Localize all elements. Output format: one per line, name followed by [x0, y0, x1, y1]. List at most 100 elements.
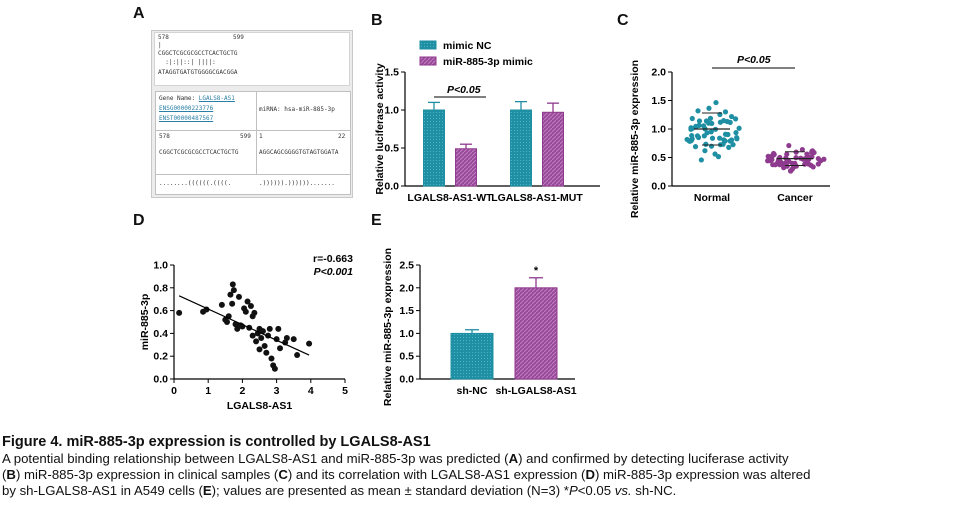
data-point [218, 301, 225, 308]
data-point [765, 158, 771, 164]
y-tick-label: 0.0 [153, 374, 168, 386]
data-point [792, 163, 798, 169]
y-tick-label: 1.0 [651, 124, 666, 136]
caption-text: A [508, 451, 519, 466]
stat-r: r=-0.663 [313, 253, 353, 265]
gene-name-link[interactable]: LGALS8-AS1 [198, 95, 235, 102]
left-seq-cell: 578 599 CGGCTCGCGCGCCTCACTGCTG [156, 130, 257, 175]
caption-text: sh-NC. [631, 483, 677, 498]
data-point [689, 115, 695, 122]
legend-label: mimic NC [443, 40, 492, 52]
data-point [715, 154, 722, 160]
x-axis-label: LGALS8-AS1 [227, 400, 293, 412]
data-point [713, 99, 719, 106]
y-axis-label: Relative miR-885-3p expression [629, 60, 641, 218]
y-tick-label: 0.0 [384, 181, 399, 193]
y-tick-label: 0.2 [153, 351, 168, 363]
ensg-link[interactable]: ENSG00000223776 [159, 105, 214, 112]
data-point [708, 143, 715, 149]
data-point [259, 328, 266, 335]
data-point [736, 125, 742, 131]
data-point [230, 287, 237, 294]
y-tick-label: 1.5 [651, 95, 666, 107]
data-point [306, 340, 313, 347]
data-point [808, 162, 814, 168]
caption-text: ) and confirmed by detecting luciferase … [518, 451, 789, 466]
x-tick-label: LGALS8-AS1-WT [407, 192, 493, 204]
y-tick-label: 2.5 [399, 260, 414, 272]
bar [510, 109, 532, 187]
data-point [253, 338, 260, 345]
l-num-left: 578 [159, 133, 170, 140]
data-point [244, 298, 251, 305]
data-point [707, 115, 714, 121]
legend-label: miR-885-3p mimic [443, 56, 533, 68]
l-num-right: 599 [240, 133, 251, 140]
data-point [769, 157, 775, 163]
data-point [229, 281, 236, 288]
top-alignment-box: 578 599 | CGGCTCGCGCGCCTCACTGCTG :|:||::… [154, 32, 350, 86]
x-tick-label: LGALS8-AS1-MUT [491, 192, 583, 204]
bar [450, 332, 494, 380]
data-point [703, 141, 709, 147]
caption-text: D [585, 467, 595, 482]
caption-text: E [202, 483, 212, 498]
top-seq2: ATAGGTGATGTGGGGCGACGGA [158, 69, 238, 76]
data-point [771, 151, 777, 158]
y-tick-label: 0.4 [153, 328, 168, 340]
legend-swatch [419, 40, 437, 50]
y-tick-label: 0.6 [153, 305, 168, 317]
data-point [268, 355, 275, 362]
data-point [721, 118, 727, 124]
r-num-right: 22 [338, 133, 346, 140]
caption-line-2: (B) miR-885-3p expression in clinical sa… [2, 467, 974, 483]
data-point [290, 336, 297, 343]
x-tick-label: sh-NC [457, 385, 488, 397]
y-tick-label: 1.5 [384, 67, 399, 79]
y-tick-label: 0.5 [651, 152, 666, 164]
caption-text: ) miR-885-3p expression was altered [594, 467, 811, 482]
figure-caption-title: Figure 4. miR-885-3p expression is contr… [2, 434, 431, 450]
gene-cell: Gene Name: LGALS8-AS1 ENSG00000223776 EN… [156, 92, 257, 131]
data-point [809, 148, 815, 154]
data-point [772, 162, 778, 168]
l-struct: ........((((((.((((. [159, 180, 232, 187]
data-point [249, 332, 256, 339]
top-bar: | [158, 42, 162, 49]
chart-e-knockdown: 0.0 0.5 1.0 1.5 2.0 2.5 Relative miR-885-3p ex… [382, 248, 577, 406]
data-point [732, 116, 739, 122]
panel-label-a: A [133, 5, 145, 22]
mirna-cell: miRNA: hsa-miR-885-3p [256, 92, 350, 131]
stat-p: P<0.001 [314, 266, 354, 278]
x-tick-label: 1 [205, 385, 211, 397]
data-point [726, 144, 732, 150]
r-num-left: 1 [259, 133, 263, 140]
data-point [224, 319, 231, 325]
data-point [266, 325, 273, 332]
data-point [703, 118, 710, 124]
data-point [263, 349, 270, 356]
top-num-right: 599 [233, 34, 244, 41]
data-point [277, 345, 284, 352]
y-tick-label: 1.5 [399, 305, 414, 317]
data-point [734, 136, 740, 142]
data-point [716, 135, 723, 141]
y-axis-label: Relative luciferase activity [374, 63, 386, 194]
enst-link[interactable]: ENST00000487567 [159, 115, 214, 122]
legend-swatch [419, 56, 437, 66]
caption-text: ( [2, 467, 7, 482]
data-point [693, 124, 699, 130]
data-point [242, 308, 249, 315]
caption-text: C [278, 467, 288, 482]
top-num-left: 578 [158, 34, 169, 41]
bar [455, 148, 477, 187]
y-tick-label: 2.0 [399, 282, 414, 294]
data-point [815, 155, 821, 162]
data-point [803, 158, 809, 164]
y-tick-label: 0.5 [399, 351, 414, 363]
caption-text: ); values are presented as mean ± standa… [211, 483, 569, 498]
x-tick-label: Normal [694, 192, 730, 204]
data-point [275, 325, 282, 332]
y-axis-label: miR-885-3p [139, 294, 151, 351]
